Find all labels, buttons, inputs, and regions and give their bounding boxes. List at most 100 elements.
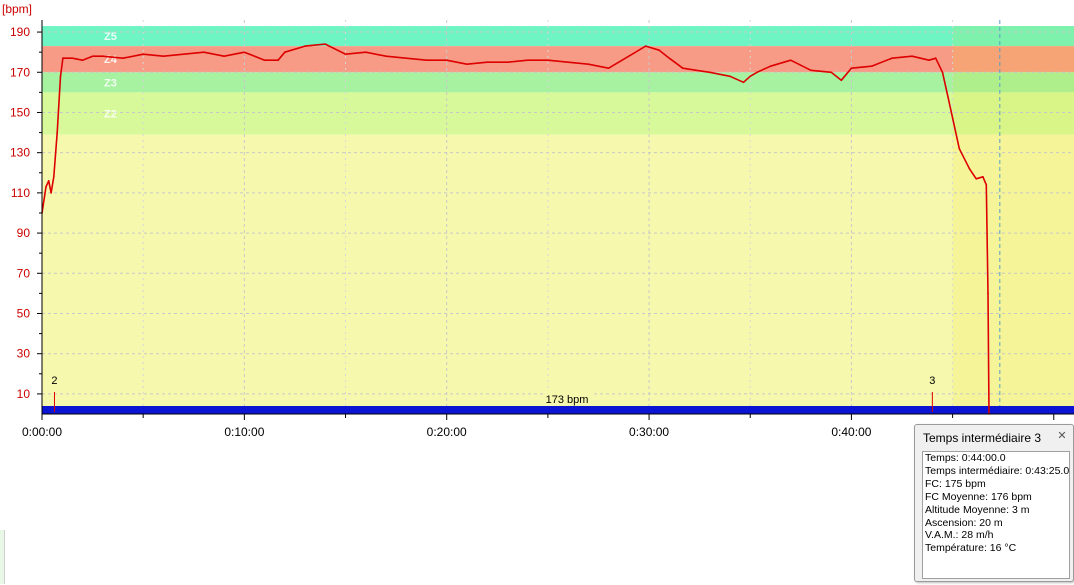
data-point	[284, 51, 286, 53]
data-point	[749, 75, 752, 78]
data-point	[695, 69, 698, 72]
tooltip-line: Altitude Moyenne: 3 m	[925, 503, 1030, 516]
data-point	[526, 59, 529, 62]
data-point	[987, 292, 989, 295]
y-tick-label: 50	[17, 306, 31, 320]
data-point	[628, 55, 630, 57]
highlight-overlay	[952, 26, 1074, 415]
data-point	[587, 63, 590, 66]
data-point	[769, 65, 772, 68]
zone-band-z4	[42, 46, 1074, 73]
zone-label-z5: Z5	[104, 31, 117, 43]
zone-label-z2: Z2	[104, 108, 117, 120]
data-point	[830, 71, 832, 74]
data-point	[607, 67, 610, 70]
zone-band-z5	[42, 26, 1074, 47]
data-point	[928, 59, 930, 62]
close-icon[interactable]: ✕	[1057, 430, 1067, 442]
zone-labels: Z5 Z4 Z3 Z2	[104, 31, 118, 120]
data-point	[975, 178, 977, 180]
zone-label-z3: Z3	[104, 77, 117, 89]
data-point	[891, 57, 893, 59]
heart-rate-zones	[42, 26, 1074, 414]
y-tick-label: 190	[10, 25, 30, 39]
zone-band-z3	[42, 72, 1074, 93]
y-axis-unit-label: [bpm]	[2, 2, 32, 16]
y-tick-label: 10	[17, 387, 31, 401]
axes: [bpm] 10 30 50 70 90 110 130 150 170 190 0:00:00 0:1…	[2, 2, 1074, 439]
data-point	[425, 59, 428, 62]
data-point	[658, 49, 660, 51]
data-point	[385, 55, 387, 57]
data-point	[941, 71, 944, 74]
data-point	[985, 184, 988, 186]
tooltip-line: FC: 175 bpm	[925, 477, 986, 490]
data-point	[45, 186, 47, 188]
zone-band-base	[42, 134, 1074, 414]
x-tick-label: 0:10:00	[224, 425, 264, 439]
lap-marker-label: 3	[929, 375, 935, 387]
data-point	[263, 59, 266, 62]
tooltip-line: Température: 16 °C	[925, 542, 1017, 555]
data-point	[91, 55, 94, 57]
tooltip-line: FC Moyenne: 176 bpm	[925, 490, 1032, 503]
data-point	[681, 67, 684, 70]
data-point	[62, 57, 64, 59]
data-point	[810, 69, 812, 72]
lap-tooltip: Temps intermédiaire 3 ✕ Temps: 0:44:00.0…	[914, 424, 1074, 582]
data-point	[756, 71, 758, 74]
x-tick-label: 0:20:00	[427, 425, 467, 439]
y-tick-label: 90	[17, 226, 31, 240]
zone-band-z2	[42, 92, 1074, 135]
zone-label-z4: Z4	[104, 54, 118, 66]
data-point	[182, 53, 185, 55]
tooltip-line: Temps intermédiaire: 0:43:25.0	[925, 464, 1070, 477]
heart-rate-series	[41, 43, 990, 415]
bottom-bar-fill	[42, 406, 1074, 414]
data-point	[968, 167, 971, 170]
selection-highlight	[952, 26, 1074, 415]
data-point	[982, 175, 984, 178]
y-tick-label: 110	[11, 186, 30, 200]
data-point	[101, 55, 104, 57]
data-point	[56, 131, 58, 134]
data-point	[870, 65, 873, 68]
data-point	[948, 101, 951, 104]
y-tick-label: 170	[10, 65, 30, 79]
data-point	[65, 57, 68, 59]
data-point	[122, 57, 124, 59]
tooltip-line: Temps: 0:44:00.0	[925, 452, 1006, 464]
data-point	[162, 55, 165, 57]
bottom-bar: 173 bpm	[42, 392, 1074, 414]
data-point	[466, 63, 468, 66]
data-point	[243, 51, 246, 53]
tooltip-body: Temps: 0:44:00.0 Temps intermédiaire: 0:4…	[922, 451, 1070, 579]
x-tick-label: 0:40:00	[831, 425, 871, 439]
tooltip-title: Temps intermédiaire 3	[923, 431, 1042, 445]
data-point	[59, 75, 62, 78]
data-point	[506, 61, 509, 64]
data-point	[304, 45, 306, 47]
data-point	[708, 71, 711, 74]
x-tick-label: 0:30:00	[629, 425, 669, 439]
data-point	[840, 79, 843, 82]
data-point	[53, 175, 55, 178]
y-tick-label: 70	[17, 266, 31, 280]
lap-marker-label: 2	[51, 375, 57, 387]
bottom-bar-label: 173 bpm	[546, 394, 589, 406]
data-point	[567, 61, 569, 64]
data-point	[934, 57, 937, 59]
data-point	[142, 53, 144, 55]
data-point	[405, 57, 408, 59]
tooltip-line: V.A.M.: 28 m/h	[925, 529, 994, 542]
data-point	[50, 192, 52, 194]
data-point	[71, 57, 74, 59]
data-point	[47, 180, 50, 182]
data-point	[911, 55, 913, 57]
bottom-bar-label-bg	[543, 392, 591, 406]
y-tick-label: 150	[10, 105, 30, 119]
data-point	[668, 57, 671, 59]
data-point	[958, 147, 961, 150]
data-point	[742, 81, 745, 84]
